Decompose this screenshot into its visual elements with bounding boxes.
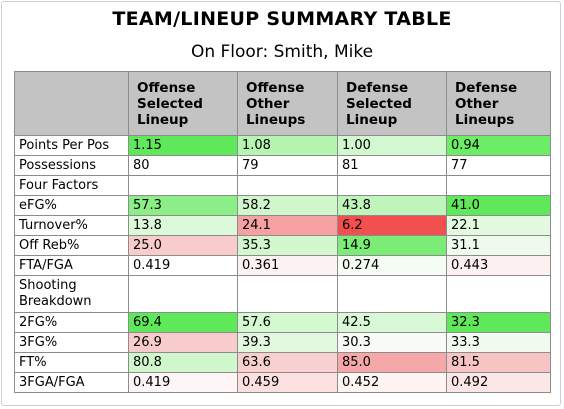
empty-cell <box>446 275 551 313</box>
empty-cell <box>237 175 338 196</box>
value-cell: 24.1 <box>237 215 338 236</box>
value-cell: 0.492 <box>446 372 551 393</box>
empty-cell <box>128 175 238 196</box>
row-label: 2FG% <box>14 312 129 333</box>
column-header: Defense Other Lineups <box>446 71 551 136</box>
value-cell: 0.419 <box>128 372 238 393</box>
value-cell: 14.9 <box>337 235 447 256</box>
value-cell: 31.1 <box>446 235 551 256</box>
column-header: Defense Selected Lineup <box>337 71 447 136</box>
value-cell: 0.452 <box>337 372 447 393</box>
row-label: eFG% <box>14 195 129 216</box>
value-cell: 0.419 <box>128 255 238 276</box>
value-cell: 25.0 <box>128 235 238 256</box>
table-row: Off Reb% 25.0 35.3 14.9 31.1 <box>14 235 551 256</box>
table-row: FT% 80.8 63.6 85.0 81.5 <box>14 352 551 373</box>
value-cell: 1.00 <box>337 135 447 156</box>
section-row: Shooting Breakdown <box>14 275 551 313</box>
value-cell: 58.2 <box>237 195 338 216</box>
table-row: 3FGA/FGA 0.419 0.459 0.452 0.492 <box>14 372 551 393</box>
section-row: Four Factors <box>14 175 551 196</box>
value-cell: 43.8 <box>337 195 447 216</box>
value-cell: 6.2 <box>337 215 447 236</box>
value-cell: 63.6 <box>237 352 338 373</box>
value-cell: 0.361 <box>237 255 338 276</box>
page-subtitle: On Floor: Smith, Mike <box>190 42 374 62</box>
row-label: Off Reb% <box>14 235 129 256</box>
table-row: eFG% 57.3 58.2 43.8 41.0 <box>14 195 551 216</box>
section-label: Shooting Breakdown <box>14 275 129 313</box>
column-header: Offense Selected Lineup <box>128 71 238 136</box>
value-cell: 0.94 <box>446 135 551 156</box>
value-cell: 81 <box>337 155 447 176</box>
value-cell: 80 <box>128 155 238 176</box>
header-row: Offense Selected Lineup Offense Other Li… <box>14 71 551 136</box>
value-cell: 79 <box>237 155 338 176</box>
value-cell: 41.0 <box>446 195 551 216</box>
value-cell: 42.5 <box>337 312 447 333</box>
empty-cell <box>337 175 447 196</box>
value-cell: 0.274 <box>337 255 447 276</box>
row-label: FT% <box>14 352 129 373</box>
row-label: Points Per Pos <box>14 135 129 156</box>
value-cell: 1.15 <box>128 135 238 156</box>
value-cell: 57.3 <box>128 195 238 216</box>
table-row: Possessions 80 79 81 77 <box>14 155 551 176</box>
empty-cell <box>128 275 238 313</box>
value-cell: 69.4 <box>128 312 238 333</box>
table-row: Points Per Pos 1.15 1.08 1.00 0.94 <box>14 135 551 156</box>
value-cell: 77 <box>446 155 551 176</box>
page-title: TEAM/LINEUP SUMMARY TABLE <box>112 8 452 30</box>
empty-cell <box>237 275 338 313</box>
empty-cell <box>446 175 551 196</box>
table-row: Turnover% 13.8 24.1 6.2 22.1 <box>14 215 551 236</box>
value-cell: 39.3 <box>237 332 338 353</box>
value-cell: 13.8 <box>128 215 238 236</box>
value-cell: 0.459 <box>237 372 338 393</box>
value-cell: 81.5 <box>446 352 551 373</box>
table-row: 3FG% 26.9 39.3 30.3 33.3 <box>14 332 551 353</box>
row-label: FTA/FGA <box>14 255 129 276</box>
table-row: 2FG% 69.4 57.6 42.5 32.3 <box>14 312 551 333</box>
table-body: Points Per Pos 1.15 1.08 1.00 0.94 Possession… <box>14 135 551 393</box>
value-cell: 35.3 <box>237 235 338 256</box>
value-cell: 0.443 <box>446 255 551 276</box>
table-row: FTA/FGA 0.419 0.361 0.274 0.443 <box>14 255 551 276</box>
value-cell: 33.3 <box>446 332 551 353</box>
header-corner <box>14 71 129 136</box>
section-label: Four Factors <box>14 175 129 196</box>
column-header: Offense Other Lineups <box>237 71 338 136</box>
value-cell: 57.6 <box>237 312 338 333</box>
row-label: 3FGA/FGA <box>14 372 129 393</box>
value-cell: 80.8 <box>128 352 238 373</box>
value-cell: 32.3 <box>446 312 551 333</box>
empty-cell <box>337 275 447 313</box>
value-cell: 22.1 <box>446 215 551 236</box>
summary-table: Offense Selected Lineup Offense Other Li… <box>14 71 551 393</box>
row-label: Turnover% <box>14 215 129 236</box>
value-cell: 1.08 <box>237 135 338 156</box>
value-cell: 30.3 <box>337 332 447 353</box>
value-cell: 85.0 <box>337 352 447 373</box>
value-cell: 26.9 <box>128 332 238 353</box>
row-label: 3FG% <box>14 332 129 353</box>
row-label: Possessions <box>14 155 129 176</box>
